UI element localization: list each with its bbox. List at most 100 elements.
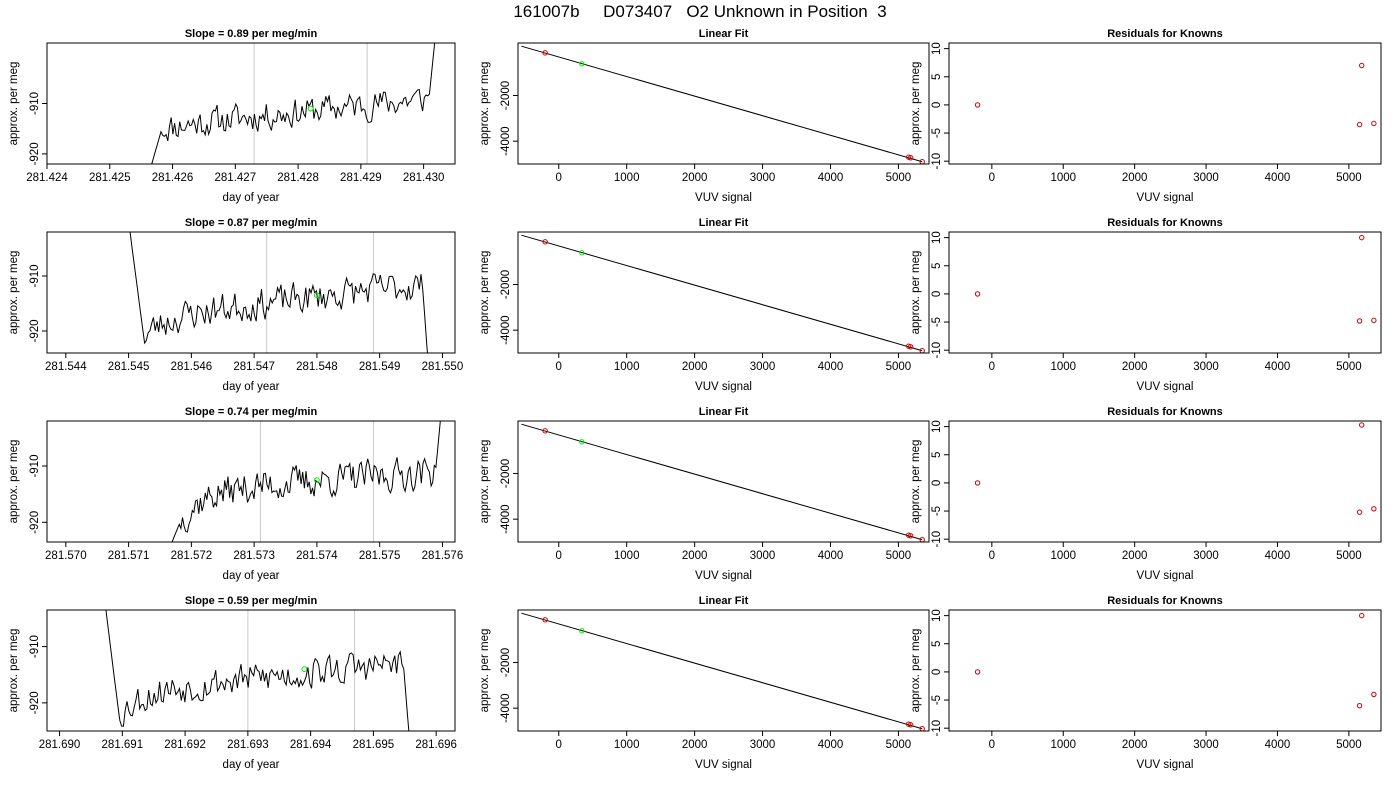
y-tick-label: -10 xyxy=(931,531,943,548)
x-axis-label: VUV signal xyxy=(695,381,752,393)
panel-title: Linear Fit xyxy=(699,595,749,607)
y-tick-label: 0 xyxy=(931,102,943,108)
x-tick-label: 5000 xyxy=(1336,550,1362,562)
known-point xyxy=(542,239,548,245)
y-tick-label: -2000 xyxy=(500,459,512,488)
fit-line xyxy=(521,234,923,352)
panel-title: Residuals for Knowns xyxy=(1107,217,1223,229)
y-axis-label: approx. per meg xyxy=(910,251,922,335)
x-tick-label: 3000 xyxy=(1193,739,1219,751)
x-tick-label: 3000 xyxy=(1193,550,1219,562)
x-axis-label: VUV signal xyxy=(1137,570,1194,582)
x-tick-label: 281.693 xyxy=(227,739,269,751)
x-tick-label: 1000 xyxy=(1050,361,1076,373)
known-point xyxy=(1356,702,1363,709)
y-tick-label: -4000 xyxy=(500,693,512,722)
x-tick-label: 281.424 xyxy=(26,172,68,184)
panel-title: Slope = 0.59 per meg/min xyxy=(185,595,318,607)
x-tick-label: 0 xyxy=(556,172,562,184)
unknown-marker xyxy=(307,105,314,112)
x-tick-label: 0 xyxy=(556,739,562,751)
plot-area xyxy=(974,422,1377,515)
x-axis-label: VUV signal xyxy=(695,570,752,582)
x-tick-label: 4000 xyxy=(818,739,844,751)
x-tick-label: 2000 xyxy=(682,361,708,373)
unknown-point xyxy=(579,61,585,67)
x-axis-label: day of year xyxy=(223,381,280,393)
y-axis-label: approx. per meg xyxy=(479,62,491,146)
panel-title: Linear Fit xyxy=(699,217,749,229)
known-point xyxy=(542,617,548,623)
x-tick-label: 4000 xyxy=(818,361,844,373)
y-tick-label: -5 xyxy=(931,128,943,138)
panel-title: Linear Fit xyxy=(699,28,749,40)
unknown-point xyxy=(579,250,585,256)
y-tick-label: -5 xyxy=(931,317,943,327)
fit-line xyxy=(521,612,923,730)
data-trace xyxy=(151,43,436,164)
x-tick-label: 3000 xyxy=(1193,361,1219,373)
plot-frame xyxy=(46,231,456,354)
known-point xyxy=(974,291,981,297)
x-tick-label: 5000 xyxy=(1336,172,1362,184)
y-tick-label: -910 xyxy=(29,455,41,478)
y-tick-label: -4000 xyxy=(500,315,512,344)
data-trace xyxy=(171,421,441,542)
unknown-marker xyxy=(314,477,320,483)
y-tick-label: 10 xyxy=(931,420,943,433)
x-tick-label: 1000 xyxy=(614,361,640,373)
x-tick-label: 281.695 xyxy=(353,739,395,751)
x-tick-label: 2000 xyxy=(1122,361,1148,373)
x-tick-label: 281.429 xyxy=(340,172,382,184)
plot-area xyxy=(521,45,925,164)
plot-frame xyxy=(948,231,1382,354)
y-axis-label: approx. per meg xyxy=(8,62,20,146)
x-tick-label: 1000 xyxy=(1050,550,1076,562)
x-tick-label: 281.570 xyxy=(45,550,87,562)
x-tick-label: 2000 xyxy=(682,172,708,184)
x-tick-label: 0 xyxy=(989,550,995,562)
x-tick-label: 281.691 xyxy=(102,739,144,751)
plot-frame xyxy=(517,231,930,354)
x-axis-label: VUV signal xyxy=(695,192,752,204)
x-tick-label: 5000 xyxy=(886,739,912,751)
y-tick-label: -10 xyxy=(931,342,943,359)
known-point xyxy=(907,344,914,350)
x-tick-label: 281.548 xyxy=(296,361,338,373)
known-point xyxy=(1359,234,1365,241)
x-tick-label: 5000 xyxy=(886,361,912,373)
plot-frame xyxy=(517,420,930,543)
y-tick-label: -4000 xyxy=(500,126,512,155)
x-tick-label: 1000 xyxy=(614,550,640,562)
data-trace xyxy=(105,610,410,731)
x-axis-label: day of year xyxy=(223,759,280,771)
y-axis-label: approx. per meg xyxy=(8,440,20,524)
panel-title: Residuals for Knowns xyxy=(1107,595,1223,607)
x-tick-label: 5000 xyxy=(1336,739,1362,751)
x-tick-label: 0 xyxy=(989,172,995,184)
x-tick-label: 281.575 xyxy=(359,550,401,562)
x-tick-label: 281.574 xyxy=(296,550,338,562)
x-tick-label: 281.571 xyxy=(108,550,150,562)
y-axis-label: approx. per meg xyxy=(479,629,491,713)
fit-line xyxy=(521,45,923,163)
x-tick-label: 281.430 xyxy=(403,172,445,184)
x-axis-label: VUV signal xyxy=(1137,192,1194,204)
x-tick-label: 5000 xyxy=(1336,361,1362,373)
x-tick-label: 0 xyxy=(556,550,562,562)
y-tick-label: -920 xyxy=(29,691,41,714)
known-point xyxy=(907,722,914,728)
x-tick-label: 281.425 xyxy=(89,172,131,184)
x-tick-label: 3000 xyxy=(750,172,776,184)
x-tick-label: 3000 xyxy=(1193,172,1219,184)
x-axis-label: day of year xyxy=(223,192,280,204)
known-point xyxy=(1359,612,1365,619)
x-tick-label: 4000 xyxy=(1265,550,1291,562)
y-axis-label: approx. per meg xyxy=(910,62,922,146)
x-tick-label: 281.428 xyxy=(277,172,319,184)
y-tick-label: -910 xyxy=(29,92,41,115)
y-tick-label: 5 xyxy=(931,263,943,269)
known-point xyxy=(1359,422,1365,428)
unknown-marker xyxy=(314,292,320,299)
